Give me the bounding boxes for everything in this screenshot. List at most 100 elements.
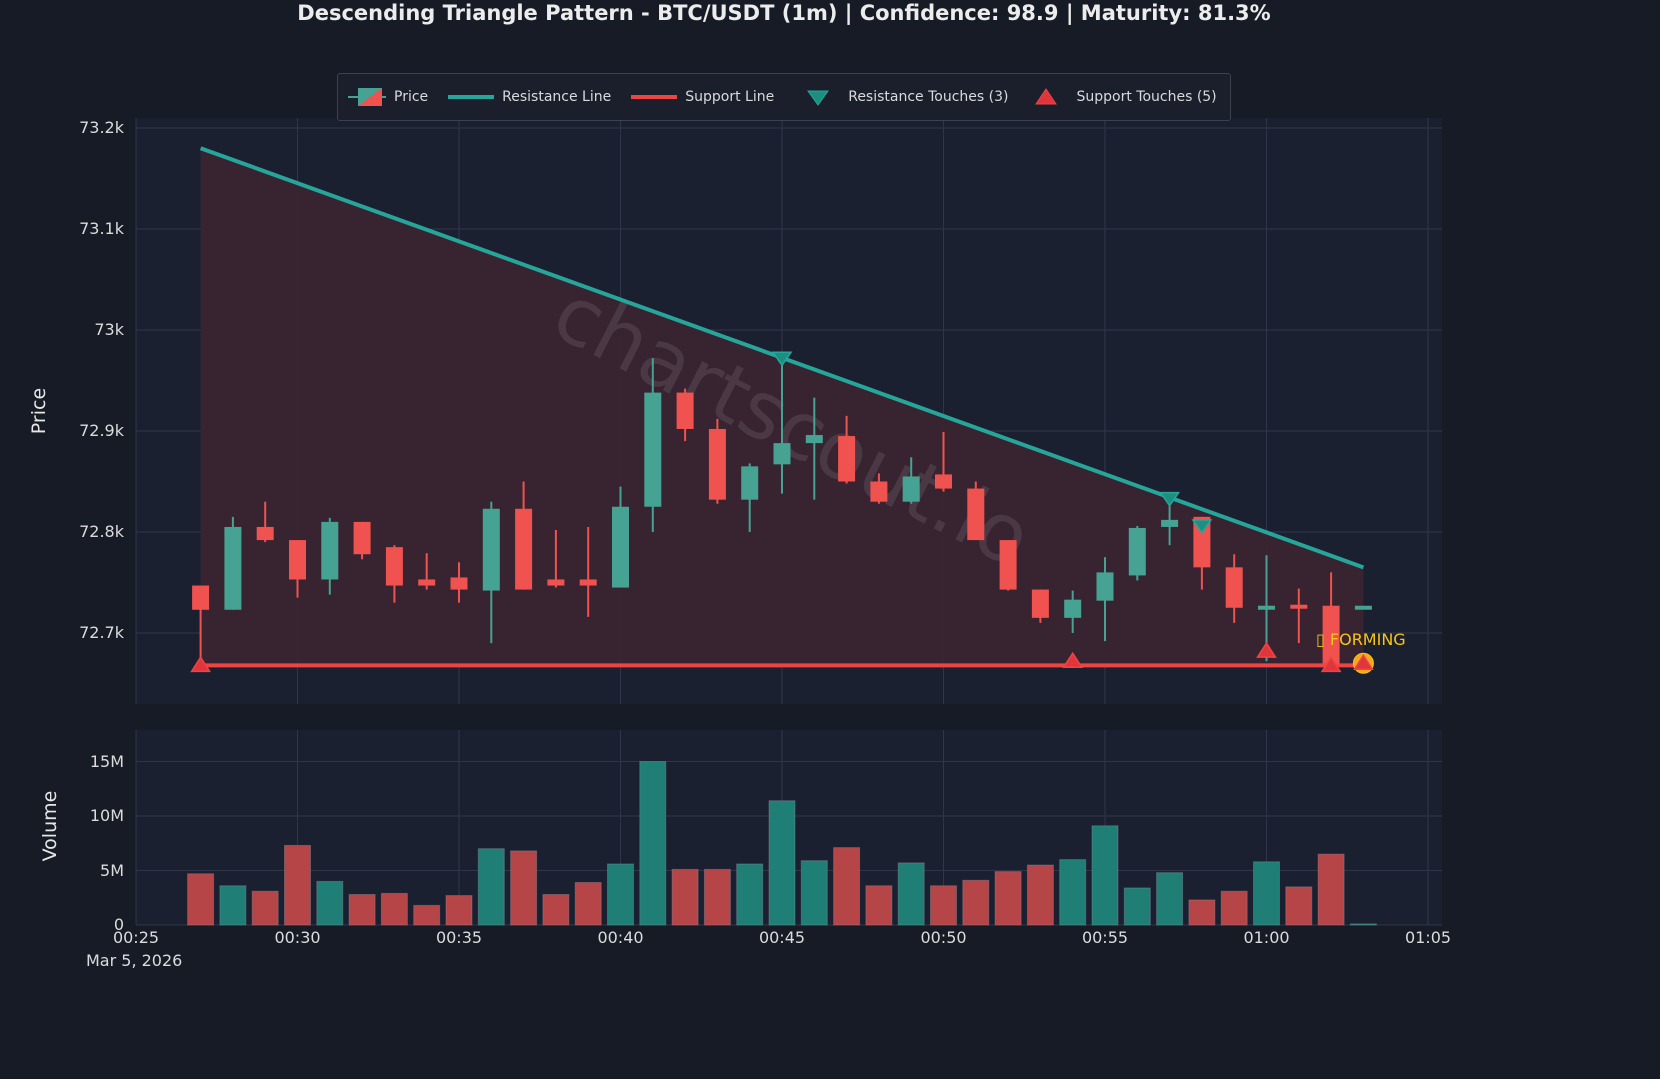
- resistance-touch-marker-icon: [1159, 491, 1181, 507]
- candle-body: [708, 428, 726, 500]
- candle-body: [482, 508, 500, 591]
- time-tick: 00:55: [1081, 928, 1129, 947]
- candle-body: [741, 466, 759, 500]
- triangle-up-icon: [1035, 88, 1058, 105]
- teal-line-icon: [448, 95, 495, 99]
- candlestick-icon: [348, 88, 386, 106]
- candle-body: [773, 443, 791, 465]
- volume-tick: 0: [113, 915, 124, 934]
- candle-body: [579, 579, 597, 586]
- volume-bar: [639, 761, 667, 926]
- volume-bar: [962, 879, 990, 926]
- volume-bar: [897, 862, 925, 926]
- volume-bar: [380, 892, 408, 926]
- volume-bar: [1349, 923, 1377, 926]
- resistance-touch-marker-icon: [1191, 519, 1213, 535]
- volume-bar: [510, 850, 538, 926]
- candle-body: [870, 481, 888, 502]
- price-tick: 72.9k: [79, 421, 124, 440]
- legend-label: Support Touches (5): [1076, 89, 1217, 105]
- candle-body: [192, 585, 210, 610]
- forming-annotation: ▯ FORMING: [1316, 630, 1406, 649]
- legend-item-price[interactable]: Price: [348, 87, 438, 107]
- candle-body: [1096, 572, 1114, 601]
- candle-body: [644, 392, 662, 507]
- candle-body: [256, 526, 274, 541]
- volume-bar: [1188, 899, 1216, 926]
- candle-body: [321, 521, 339, 580]
- legend-item-support[interactable]: Support Line: [631, 87, 784, 107]
- price-tick: 73.1k: [79, 219, 124, 238]
- candle-body: [805, 435, 823, 444]
- volume-bar: [1253, 861, 1280, 926]
- legend-label: Resistance Line: [502, 89, 612, 105]
- volume-bar: [316, 880, 344, 926]
- volume-tick: 15M: [89, 751, 124, 771]
- candle-body: [902, 476, 920, 502]
- triangle-down-icon: [807, 90, 830, 106]
- legend: Price Resistance Line Support Line Resis…: [337, 73, 1231, 121]
- candle-body: [289, 540, 306, 580]
- candle-body: [1322, 605, 1340, 666]
- candle-body: [1193, 516, 1211, 568]
- candle-body: [224, 526, 242, 610]
- volume-bar: [1285, 886, 1313, 926]
- support-touch-marker-icon: [1062, 651, 1084, 669]
- time-tick: 00:50: [920, 928, 967, 947]
- volume-bar: [1026, 864, 1054, 926]
- volume-bar: [1091, 825, 1119, 926]
- candle-body: [1161, 519, 1179, 527]
- candle-body: [385, 547, 403, 586]
- volume-bar: [574, 881, 602, 926]
- date-label: Mar 5, 2026: [86, 951, 183, 970]
- volume-axis-label: Volume: [39, 790, 61, 862]
- legend-item-support-touches[interactable]: Support Touches (5): [1034, 87, 1226, 107]
- volume-bar: [542, 893, 570, 926]
- candle-body: [612, 506, 629, 588]
- red-line-icon: [631, 95, 678, 99]
- candle-body: [676, 392, 694, 429]
- legend-item-resistance-touches[interactable]: Resistance Touches (3): [806, 87, 1018, 107]
- volume-bar: [1156, 872, 1184, 926]
- volume-bar: [671, 868, 699, 926]
- price-tick: 72.7k: [79, 623, 124, 642]
- candle-body: [1225, 567, 1243, 608]
- candle-body: [1128, 527, 1146, 576]
- candle-body: [967, 488, 985, 541]
- volume-bar: [187, 873, 215, 926]
- candle-body: [1290, 604, 1308, 609]
- support-touch-marker-icon: [190, 655, 211, 673]
- legend-label: Resistance Touches (3): [848, 89, 1009, 105]
- volume-bar: [284, 844, 311, 926]
- time-tick: 00:30: [274, 928, 321, 947]
- volume-bar: [865, 885, 893, 926]
- legend-label: Support Line: [685, 89, 775, 105]
- volume-bar: [736, 863, 764, 926]
- candle-body: [418, 579, 436, 586]
- price-tick: 72.8k: [79, 522, 124, 541]
- candle-body: [1031, 589, 1049, 618]
- volume-bar: [994, 871, 1022, 926]
- candle-body: [999, 540, 1017, 590]
- support-touch-marker-icon: [1256, 641, 1277, 658]
- volume-tick: 5M: [100, 860, 124, 880]
- legend-label: Price: [394, 89, 429, 105]
- volume-bar: [930, 885, 957, 926]
- volume-bar: [348, 893, 376, 926]
- candle-body: [1258, 605, 1275, 610]
- volume-bar: [219, 885, 247, 926]
- volume-bar: [413, 904, 441, 926]
- time-tick: 00:40: [597, 928, 644, 947]
- candle-body: [353, 521, 371, 555]
- candle-body: [515, 508, 533, 590]
- candle-body: [547, 579, 565, 586]
- candle-body: [1064, 599, 1082, 618]
- time-tick: 01:00: [1243, 928, 1290, 947]
- volume-bar: [768, 800, 796, 926]
- support-touch-marker-icon: [1320, 655, 1342, 673]
- legend-item-resistance[interactable]: Resistance Line: [448, 87, 621, 107]
- time-tick: 01:05: [1404, 928, 1452, 947]
- chart-title: Descending Triangle Pattern - BTC/USDT (…: [297, 1, 1271, 25]
- resistance-touch-marker-icon: [771, 351, 793, 367]
